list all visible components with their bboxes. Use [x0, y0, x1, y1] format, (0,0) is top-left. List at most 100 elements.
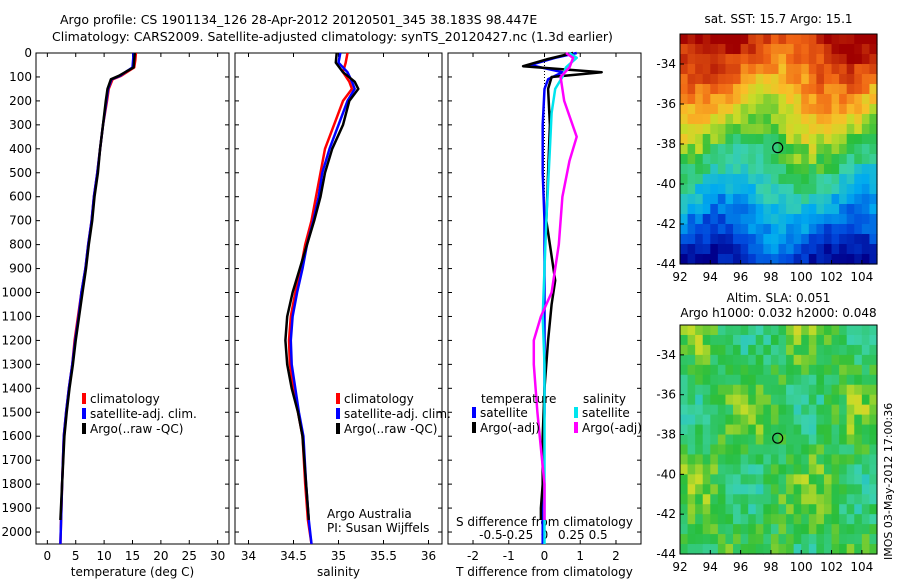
map-cell: [755, 494, 764, 505]
map-cell: [755, 164, 764, 175]
map-cell: [763, 344, 772, 356]
map-cell: [770, 524, 780, 535]
map-cell: [695, 104, 704, 115]
map-cell: [740, 494, 749, 505]
map-cell: [710, 544, 719, 555]
map-cell: [702, 224, 711, 235]
map-cell: [846, 444, 855, 456]
map-cell: [710, 514, 719, 525]
map-cell: [801, 384, 810, 396]
map-cell: [801, 414, 810, 426]
map-cell: [869, 544, 878, 555]
map-cell: [846, 334, 855, 346]
map-cell: [823, 34, 833, 45]
map-cell: [763, 64, 772, 75]
legend-swatch: [336, 393, 340, 404]
map-cell: [763, 484, 772, 495]
map-cell: [702, 214, 711, 225]
map-cell: [846, 534, 855, 545]
map-cell: [748, 94, 757, 105]
map-cell: [740, 174, 749, 185]
map-cell: [695, 254, 704, 265]
map-cell: [770, 544, 780, 555]
figure-title-line2: Climatology: CARS2009. Satellite-adjuste…: [52, 29, 613, 44]
map-cell: [755, 184, 764, 195]
map-cell: [823, 404, 833, 416]
map-cell: [755, 154, 764, 165]
series-line-satellite-adj--clim-: [289, 52, 356, 545]
map-cell: [839, 164, 848, 175]
map-cell: [763, 114, 772, 125]
map-cell: [839, 224, 848, 235]
map-cell: [702, 434, 711, 446]
map-cell: [823, 124, 833, 135]
map-cell: [770, 174, 780, 185]
map-cell: [680, 494, 689, 505]
map-cell: [710, 484, 719, 495]
map-cell: [869, 325, 878, 336]
map-cell: [854, 184, 863, 195]
map-cell: [748, 144, 757, 155]
map-cell: [861, 514, 871, 525]
map-cell: [786, 484, 795, 495]
map-cell: [740, 204, 749, 215]
map-cell: [763, 374, 772, 386]
map-cell: [733, 84, 742, 95]
map-cell: [680, 254, 689, 265]
map-cell: [786, 454, 795, 465]
map-y-tick-label: -36: [656, 388, 676, 402]
map-cell: [869, 94, 878, 105]
map-cell: [733, 74, 742, 85]
map-cell: [763, 334, 772, 346]
map-cell: [786, 224, 795, 235]
map-cell: [725, 54, 734, 65]
map-cell: [869, 164, 878, 175]
map-cell: [770, 114, 780, 125]
map-cell: [846, 94, 855, 105]
map-cell: [748, 374, 757, 386]
map-cell: [869, 144, 878, 155]
map-cell: [816, 114, 825, 125]
map-cell: [778, 454, 787, 465]
map-cell: [846, 224, 855, 235]
map-cell: [816, 34, 825, 45]
map-cell: [733, 344, 742, 356]
map-cell: [823, 244, 833, 255]
map-cell: [687, 194, 696, 205]
map-cell: [861, 54, 871, 65]
map-cell: [854, 394, 863, 406]
map-cell: [680, 484, 689, 495]
map-cell: [786, 434, 795, 446]
map-cell: [755, 434, 764, 446]
map-cell: [801, 325, 810, 336]
map-cell: [786, 144, 795, 155]
map-cell: [831, 224, 840, 235]
map-cell: [793, 254, 802, 265]
map-cell: [680, 504, 689, 515]
map-cell: [680, 414, 689, 426]
map-cell: [710, 94, 719, 105]
map-cell: [816, 244, 825, 255]
map-cell: [680, 124, 689, 135]
map-cell: [861, 374, 871, 386]
map-cell: [823, 454, 833, 465]
map-cell: [687, 344, 696, 356]
map-cell: [808, 84, 817, 95]
map-cell: [801, 344, 810, 356]
map-cell: [725, 124, 734, 135]
map-cell: [778, 194, 787, 205]
map-cell: [740, 444, 749, 456]
map-cell: [831, 214, 840, 225]
map-cell: [763, 44, 772, 55]
x-tick-label: 34: [241, 549, 256, 563]
map-cell: [831, 514, 840, 525]
map-cell: [702, 464, 711, 475]
map-cell: [793, 464, 802, 475]
map-cell: [710, 244, 719, 255]
map-cell: [793, 124, 802, 135]
map-cell: [808, 214, 817, 225]
map-cell: [717, 434, 727, 446]
map-cell: [793, 44, 802, 55]
map-cell: [717, 134, 727, 145]
map-cell: [816, 444, 825, 456]
